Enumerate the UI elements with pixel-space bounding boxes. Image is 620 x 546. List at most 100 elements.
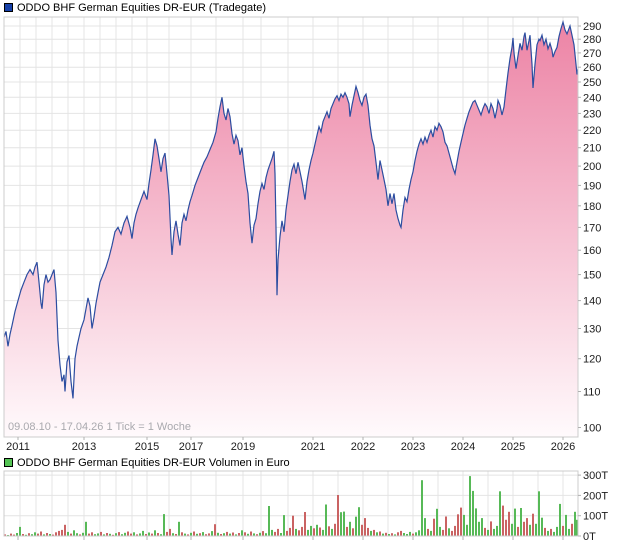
volume-bar (529, 524, 531, 536)
volume-bar (202, 532, 204, 536)
volume-bar (178, 521, 180, 536)
volume-bar (22, 534, 24, 536)
volume-bar (148, 532, 150, 536)
volume-bar (562, 525, 564, 537)
volume-bar (25, 534, 27, 536)
volume-bar (331, 528, 333, 536)
volume-bar (337, 495, 339, 536)
volume-bar (220, 534, 222, 536)
volume-bar (406, 534, 408, 536)
price-y-tick-label: 250 (583, 77, 601, 89)
volume-bar (265, 533, 267, 536)
volume-y-tick-label: 100T (583, 511, 608, 523)
price-y-tick-label: 190 (583, 180, 601, 192)
price-y-tick-label: 200 (583, 161, 601, 173)
volume-bar (544, 527, 546, 536)
volume-bar (418, 530, 420, 536)
volume-bar (61, 529, 63, 536)
volume-bar (388, 534, 390, 536)
volume-bar (571, 523, 573, 536)
volume-bar (214, 524, 216, 536)
price-plot-area[interactable] (4, 17, 578, 437)
volume-bar (280, 533, 282, 536)
volume-bar (82, 532, 84, 536)
volume-bar (310, 525, 312, 537)
volume-bar (487, 529, 489, 536)
volume-bar (355, 516, 357, 536)
price-y-tick-label: 220 (583, 125, 601, 137)
volume-bar (400, 530, 402, 536)
volume-bar (163, 514, 165, 536)
volume-bar (391, 533, 393, 536)
volume-bar (73, 530, 75, 536)
volume-bar (205, 534, 207, 536)
volume-bar (517, 526, 519, 536)
price-y-tick-label: 210 (583, 143, 601, 155)
volume-bar (100, 531, 102, 536)
volume-bar (85, 521, 87, 536)
price-y-tick-label: 120 (583, 354, 601, 366)
volume-bar (475, 508, 477, 536)
volume-bar (508, 511, 510, 536)
price-line (3, 19, 579, 399)
x-axis-year-label: 2022 (351, 441, 375, 453)
volume-bar (550, 528, 552, 536)
volume-bar (103, 534, 105, 536)
volume-bar (289, 527, 291, 536)
volume-bar (307, 529, 309, 536)
price-y-tick-label: 280 (583, 34, 601, 46)
x-axis-year-label: 2026 (551, 441, 575, 453)
volume-bar (43, 534, 45, 536)
volume-bar (91, 532, 93, 536)
volume-bar (553, 531, 555, 536)
volume-bar (460, 507, 462, 536)
volume-bar (184, 533, 186, 536)
volume-bar (16, 533, 18, 536)
volume-bar (319, 527, 321, 536)
volume-bar (484, 527, 486, 536)
volume-bar (349, 521, 351, 536)
volume-bar (295, 528, 297, 536)
x-axis-year-label: 2021 (301, 441, 325, 453)
volume-bar (4, 534, 6, 536)
price-y-tick-label: 230 (583, 108, 601, 120)
volume-bar (481, 518, 483, 536)
volume-bar (271, 529, 273, 536)
volume-bar (340, 512, 342, 536)
volume-bar (187, 534, 189, 536)
volume-bar (541, 517, 543, 536)
volume-bar (37, 533, 39, 536)
volume-bar (559, 503, 561, 536)
volume-bar (298, 530, 300, 536)
volume-plot-area[interactable] (4, 471, 578, 536)
volume-series-legend-swatch (4, 458, 13, 467)
volume-bar (175, 534, 177, 536)
volume-bar (442, 529, 444, 536)
volume-bars (4, 476, 578, 537)
volume-bar (502, 505, 504, 537)
volume-bar (370, 530, 372, 536)
volume-bar (322, 529, 324, 536)
volume-bar (76, 533, 78, 536)
volume-bar (154, 530, 156, 536)
price-y-tick-label: 160 (583, 245, 601, 257)
volume-bar (466, 524, 468, 536)
volume-bar (145, 534, 147, 536)
volume-bar (259, 532, 261, 536)
volume-bar (58, 530, 60, 536)
volume-bar (238, 533, 240, 536)
volume-bar (130, 533, 132, 536)
volume-bar (64, 524, 66, 536)
price-series (3, 19, 579, 437)
volume-bar (88, 533, 90, 536)
volume-bar (325, 504, 327, 536)
volume-bar (274, 531, 276, 536)
volume-bar (247, 533, 249, 536)
price-y-tick-label: 150 (583, 270, 601, 282)
volume-bar (403, 533, 405, 536)
volume-bar (292, 515, 294, 536)
volume-y-axis-labels: 0T 100T 200T 300T (578, 470, 608, 543)
volume-bar (514, 508, 516, 536)
volume-bar (469, 476, 471, 536)
